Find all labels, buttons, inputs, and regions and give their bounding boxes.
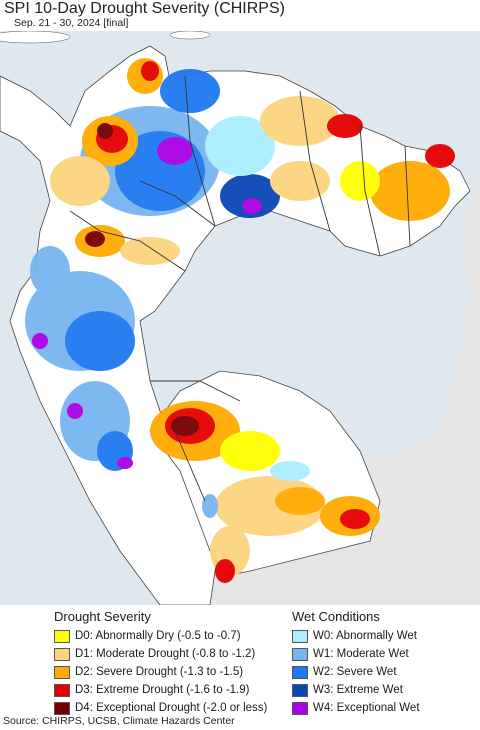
legend-label-w1: W1: Moderate Wet: [313, 648, 409, 660]
legend-label-w2: W2: Severe Wet: [313, 666, 397, 678]
wet-patch: [202, 494, 218, 518]
wet-patch: [270, 461, 310, 481]
border-line: [69, 210, 186, 272]
wet-legend: Wet Conditions W0: Abnormally Wet W1: Mo…: [292, 609, 420, 717]
dry-patch: [215, 559, 235, 583]
swatch-w1: [292, 647, 308, 661]
dry-patch: [327, 114, 363, 138]
dry-patch: [270, 161, 330, 201]
swatch-w3: [292, 683, 308, 697]
legend-label-d3: D3: Extreme Drought (-1.6 to -1.9): [75, 684, 250, 696]
country-borders: [69, 75, 411, 502]
legend-item-d0: D0: Abnormally Dry (-0.5 to -0.7): [54, 627, 267, 645]
drought-map: [0, 31, 480, 605]
dry-patch: [85, 231, 105, 247]
drought-legend: Drought Severity D0: Abnormally Dry (-0.…: [54, 609, 267, 717]
swatch-d3: [54, 683, 70, 697]
wet-patch: [160, 69, 220, 113]
swatch-w4: [292, 701, 308, 715]
legend-item-w0: W0: Abnormally Wet: [292, 627, 420, 645]
wet-legend-heading: Wet Conditions: [292, 609, 380, 624]
map-title: SPI 10-Day Drought Severity (CHIRPS): [4, 0, 285, 17]
dry-patch: [340, 161, 380, 201]
swatch-d0: [54, 629, 70, 643]
wet-patch: [157, 137, 193, 165]
border-line: [174, 430, 206, 502]
wet-patch: [67, 403, 83, 419]
legend-item-w2: W2: Severe Wet: [292, 663, 420, 681]
dry-patch: [260, 96, 340, 146]
legend-label-w3: W3: Extreme Wet: [313, 684, 403, 696]
border-line: [404, 145, 411, 247]
wet-patch: [205, 116, 275, 176]
dry-patch: [340, 509, 370, 529]
legend-item-w1: W1: Moderate Wet: [292, 645, 420, 663]
swatch-d2: [54, 665, 70, 679]
dry-patch: [275, 487, 325, 515]
wet-patch: [32, 333, 48, 349]
wet-patch: [30, 246, 70, 296]
caribbean-island: [169, 31, 211, 40]
map-subtitle: Sep. 21 - 30, 2024 [final]: [14, 17, 129, 29]
legend-item-d4: D4: Exceptional Drought (-2.0 or less): [54, 699, 267, 717]
wet-patch: [242, 198, 262, 214]
caribbean-island: [0, 31, 71, 44]
wet-patch: [65, 311, 135, 371]
source-credit: Source: CHIRPS, UCSB, Climate Hazards Ce…: [3, 715, 235, 727]
legend-label-d4: D4: Exceptional Drought (-2.0 or less): [75, 702, 268, 714]
map-svg: [0, 31, 480, 605]
legend-item-d2: D2: Severe Drought (-1.3 to -1.5): [54, 663, 267, 681]
swatch-w0: [292, 629, 308, 643]
anomaly-layer: [25, 58, 455, 583]
dry-patch: [220, 431, 280, 471]
legend-item-d1: D1: Moderate Drought (-0.8 to -1.2): [54, 645, 267, 663]
legend-item-d3: D3: Extreme Drought (-1.6 to -1.9): [54, 681, 267, 699]
legend: Drought Severity D0: Abnormally Dry (-0.…: [0, 605, 480, 715]
dry-patch: [50, 156, 110, 206]
dry-patch: [370, 161, 450, 221]
legend-label-w4: W4: Exceptional Wet: [313, 702, 420, 714]
wet-patch: [220, 174, 280, 218]
drought-legend-heading: Drought Severity: [54, 609, 151, 624]
dry-patch: [120, 237, 180, 265]
swatch-d4: [54, 701, 70, 715]
wet-patch: [117, 457, 133, 469]
border-line: [139, 180, 216, 227]
border-line: [150, 380, 241, 402]
border-line: [184, 75, 216, 227]
legend-label-d2: D2: Severe Drought (-1.3 to -1.5): [75, 666, 244, 678]
dry-patch: [171, 416, 199, 436]
border-line: [359, 125, 381, 257]
swatch-d1: [54, 647, 70, 661]
swatch-w2: [292, 665, 308, 679]
dry-patch: [141, 61, 159, 81]
legend-label-w0: W0: Abnormally Wet: [313, 630, 417, 642]
dry-patch: [425, 144, 455, 168]
legend-item-w4: W4: Exceptional Wet: [292, 699, 420, 717]
legend-label-d1: D1: Moderate Drought (-0.8 to -1.2): [75, 648, 256, 660]
legend-label-d0: D0: Abnormally Dry (-0.5 to -0.7): [75, 630, 241, 642]
dry-patch: [97, 123, 113, 139]
border-line: [299, 90, 331, 232]
legend-item-w3: W3: Extreme Wet: [292, 681, 420, 699]
